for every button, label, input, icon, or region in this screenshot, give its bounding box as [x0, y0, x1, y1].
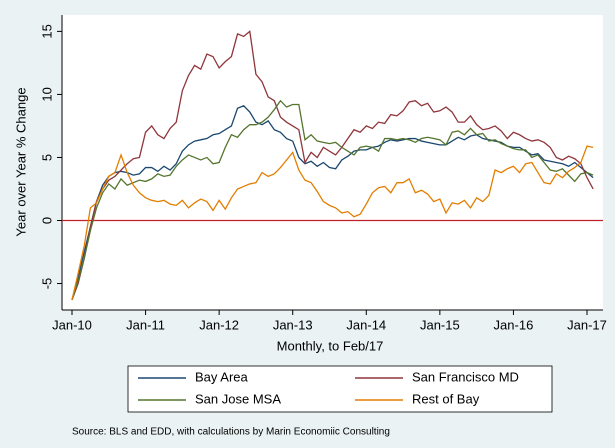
legend-label: Bay Area — [195, 369, 249, 384]
x-tick-label: Jan-11 — [126, 317, 165, 332]
legend-label: San Francisco MD — [412, 369, 519, 384]
legend-label: San Jose MSA — [195, 391, 281, 406]
y-tick-label: 5 — [39, 154, 54, 161]
y-tick-label: -5 — [39, 278, 54, 290]
x-tick-label: Jan-16 — [494, 317, 534, 332]
source-note: Source: BLS and EDD, with calculations b… — [72, 427, 390, 438]
x-tick-label: Jan-13 — [273, 317, 313, 332]
x-tick-label: Jan-15 — [420, 317, 460, 332]
x-tick-label: Jan-14 — [346, 317, 386, 332]
y-tick-label: 0 — [39, 217, 54, 224]
series-line — [71, 145, 594, 301]
x-axis-title: Monthly, to Feb/17 — [277, 338, 384, 353]
plot-area — [62, 15, 603, 310]
y-tick-label: 15 — [39, 24, 54, 38]
legend-label: Rest of Bay — [412, 391, 480, 406]
legend-box — [127, 365, 553, 413]
series-line — [71, 30, 594, 301]
x-tick-label: Jan-17 — [567, 317, 607, 332]
x-tick-label: Jan-12 — [199, 317, 239, 332]
y-axis-title: Year over Year % Change — [13, 87, 28, 236]
series-line — [71, 99, 594, 301]
x-tick-label: Jan-10 — [52, 317, 92, 332]
y-tick-label: 10 — [39, 87, 54, 101]
